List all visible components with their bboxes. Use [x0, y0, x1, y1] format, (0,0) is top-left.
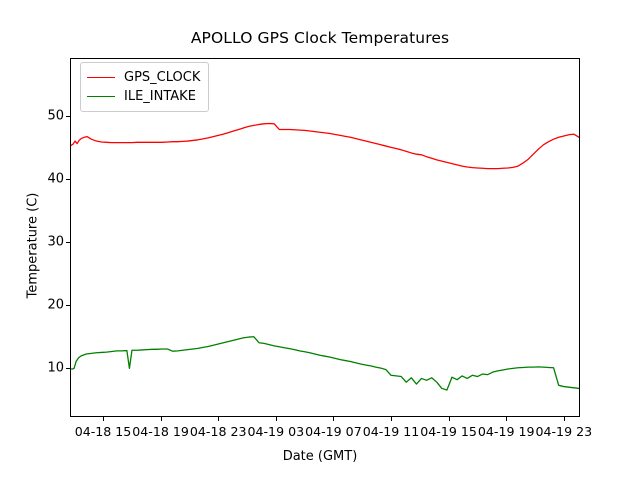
x-tick-label: 04-19 23: [535, 424, 593, 439]
x-tick-mark: [391, 417, 393, 421]
y-tick-mark: [66, 178, 70, 181]
legend-swatch-icon: [87, 77, 115, 78]
x-tick-mark: [506, 417, 508, 421]
y-tick-label: 40: [47, 171, 64, 187]
series-line-gps-clock: [71, 122, 579, 170]
x-tick-label: 04-19 07: [305, 424, 362, 439]
y-tick-mark: [66, 115, 70, 118]
y-tick-label: 10: [47, 360, 64, 376]
y-tick-labels: 10 20 30 40 50: [8, 0, 64, 480]
y-tick-label: 30: [47, 234, 64, 250]
x-tick-label: 04-18 15: [74, 424, 132, 439]
legend-label: ILE_INTAKE: [124, 89, 196, 104]
x-tick-mark: [103, 417, 105, 421]
x-tick-mark: [275, 417, 277, 421]
legend-entry-gps-clock[interactable]: GPS_CLOCK: [87, 68, 200, 87]
legend-label: GPS_CLOCK: [124, 70, 201, 85]
series-line-ile-intake: [71, 336, 579, 391]
y-tick-mark: [66, 367, 70, 369]
x-tick-mark: [218, 417, 220, 421]
plot-area: [70, 58, 580, 417]
chart-legend: GPS_CLOCK ILE_INTAKE: [80, 62, 210, 112]
y-tick-label: 20: [47, 297, 64, 313]
x-tick-label: 04-19 03: [247, 424, 305, 439]
x-tick-mark: [160, 417, 162, 421]
chart-title: APOLLO GPS Clock Temperatures: [190, 29, 450, 47]
y-tick-mark: [66, 304, 70, 306]
x-tick-label: 04-19 11: [362, 424, 420, 439]
legend-swatch-icon: [87, 96, 115, 97]
x-tick-label: 04-18 19: [132, 424, 189, 439]
x-tick-mark: [563, 417, 565, 421]
x-tick-label: 04-19 19: [477, 424, 535, 439]
y-tick-mark: [66, 241, 70, 243]
plot-svg: [71, 122, 579, 391]
x-axis-label: Date (GMT): [282, 449, 358, 464]
y-tick-label: 50: [47, 108, 64, 124]
x-tick-mark: [333, 417, 335, 421]
x-tick-mark: [448, 417, 450, 421]
x-tick-label: 04-19 15: [420, 424, 477, 439]
legend-entry-ile-intake[interactable]: ILE_INTAKE: [87, 87, 200, 106]
x-tick-label: 04-18 23: [189, 424, 247, 439]
